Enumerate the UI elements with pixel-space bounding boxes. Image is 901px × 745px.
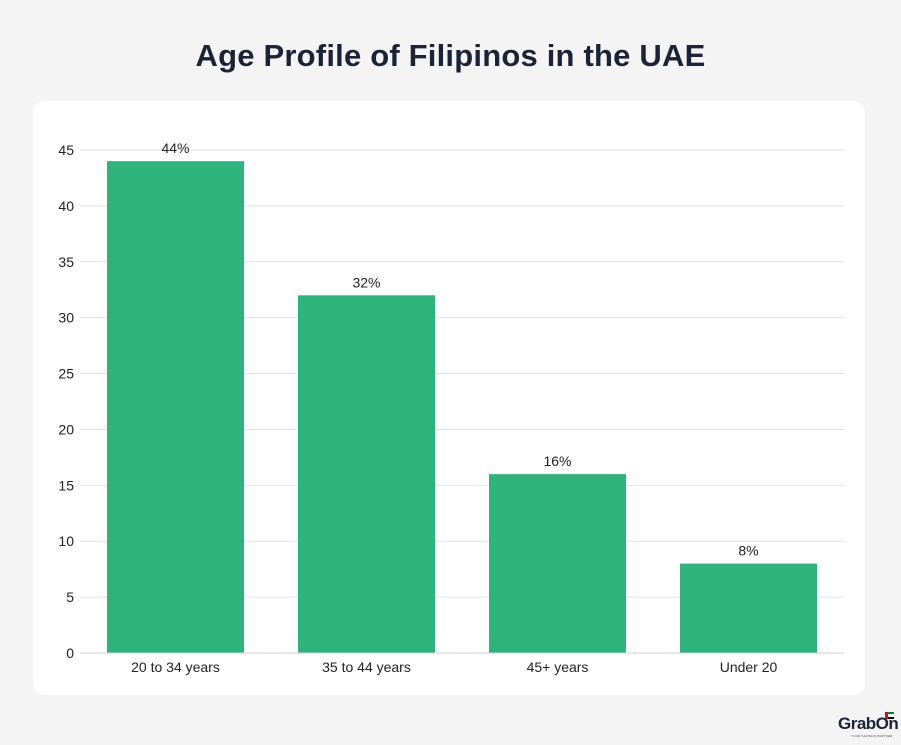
- data-label: 16%: [543, 453, 571, 469]
- data-label: 32%: [352, 274, 380, 290]
- x-tick-label: Under 20: [720, 659, 778, 675]
- bar: [489, 474, 626, 653]
- data-label: 44%: [161, 140, 189, 156]
- bar: [680, 563, 817, 653]
- grabon-logo: GrabOn YOUR SAVINGS PARTNER: [838, 712, 899, 740]
- x-tick-label: 20 to 34 years: [131, 659, 220, 675]
- bar: [107, 161, 244, 653]
- y-tick-label: 45: [58, 142, 74, 158]
- bar: [298, 295, 435, 653]
- logo-wordmark: GrabOn: [838, 714, 899, 733]
- y-tick-label: 0: [66, 645, 74, 661]
- y-tick-label: 15: [58, 477, 74, 493]
- data-label: 8%: [738, 543, 758, 559]
- y-tick-label: 30: [58, 310, 74, 326]
- y-tick-label: 25: [58, 366, 74, 382]
- y-tick-label: 20: [58, 421, 74, 437]
- uae-flag-icon: [885, 712, 894, 719]
- y-tick-label: 40: [58, 198, 74, 214]
- chart-title: Age Profile of Filipinos in the UAE: [195, 38, 706, 73]
- y-tick-label: 35: [58, 254, 74, 270]
- y-tick-label: 10: [58, 533, 74, 549]
- x-tick-label: 45+ years: [527, 659, 589, 675]
- x-tick-label: 35 to 44 years: [322, 659, 411, 675]
- y-tick-label: 5: [66, 589, 74, 605]
- logo-tagline: YOUR SAVINGS PARTNER: [851, 734, 893, 738]
